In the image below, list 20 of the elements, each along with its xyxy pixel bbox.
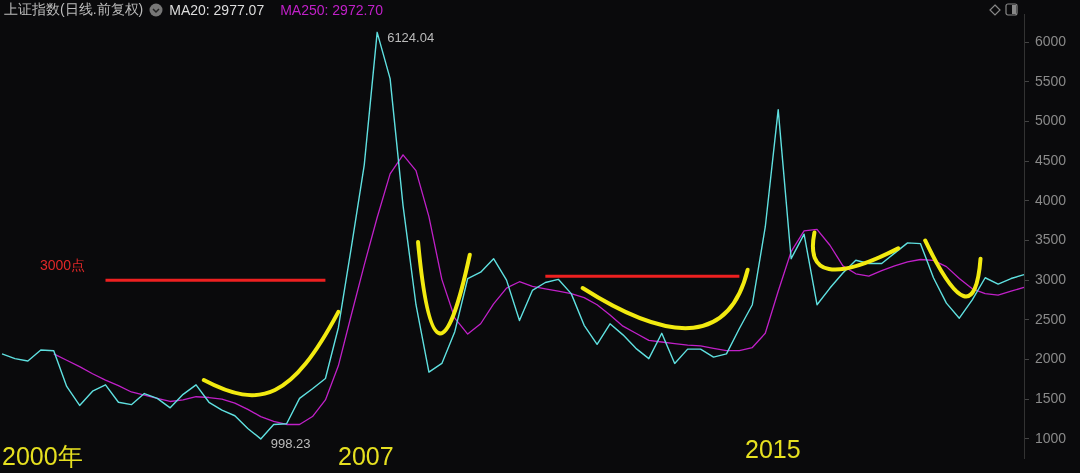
y-tick-label: 2500 [1035, 310, 1067, 327]
y-tick-label: 4000 [1035, 191, 1067, 208]
annotation: 2007 [338, 442, 394, 470]
annotation: 3000点 [40, 257, 86, 273]
y-tick-label: 1000 [1035, 429, 1067, 446]
y-tick-label: 1500 [1035, 389, 1067, 406]
data-label: 998.23 [270, 436, 311, 452]
annotation: 2000年 [2, 442, 83, 470]
annotation: 2015 [745, 435, 801, 463]
text: MA250: 2972.70 [280, 2, 383, 18]
y-tick-label: 3500 [1035, 231, 1067, 248]
y-tick-label: 5000 [1035, 112, 1067, 129]
y-tick-label: 2000 [1035, 350, 1067, 367]
data-label: 6124.04 [387, 29, 435, 45]
y-tick-label: 6000 [1035, 33, 1067, 50]
y-tick-label: 3000 [1035, 270, 1067, 287]
chart-title: 上证指数(日线.前复权) [4, 1, 144, 19]
y-tick-label: 4500 [1035, 152, 1067, 168]
annotation: MA20: 2977.07 [169, 2, 265, 18]
y-tick-label: 5500 [1035, 72, 1067, 89]
